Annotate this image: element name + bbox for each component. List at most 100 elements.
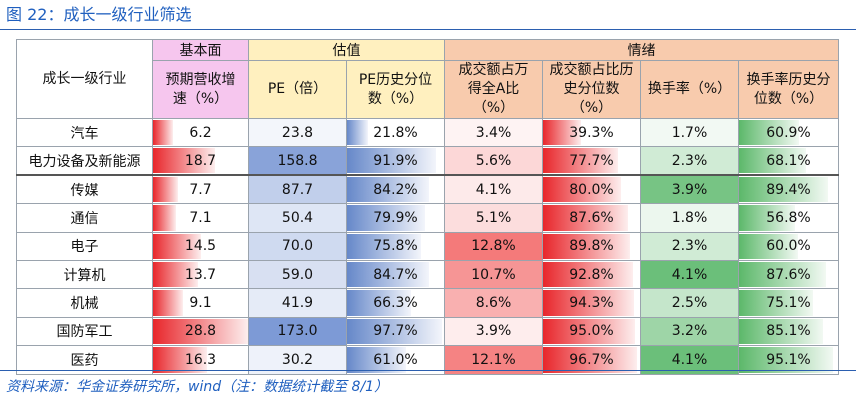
- volume-share-column-header: 成交额占万得全A比（%）: [444, 60, 543, 119]
- growth-value: 28.8: [184, 323, 217, 340]
- vol-share-cell: 8.6%: [444, 288, 543, 318]
- pe-percentile-column-header: PE历史分位数（%）: [346, 60, 445, 119]
- vol-share-cell: 5.1%: [444, 203, 543, 233]
- pe-value: 70.0: [281, 238, 314, 255]
- pe-pct-value: 84.2%: [373, 181, 418, 198]
- pe-cell: 173.0: [248, 316, 347, 347]
- table-row: 电力设备及新能源 18.7 158.8 91.9% 5.6% 77.7% 2.3% 68.1%: [16, 146, 839, 177]
- pe-pct-cell: 84.7%: [346, 259, 445, 290]
- vol-share-pct-value: 95.0%: [569, 323, 614, 340]
- vol-share-pct-value: 80.0%: [569, 181, 614, 198]
- table-row: 机械 9.1 41.9 66.3% 8.6% 94.3% 2.5% 75.1%: [16, 288, 839, 318]
- turnover-cell: 2.5%: [640, 288, 739, 318]
- table-row: 通信 7.1 50.4 79.9% 5.1% 87.6% 1.8% 56.8%: [16, 203, 839, 233]
- table-body: 汽车 6.2 23.8 21.8% 3.4% 39.3% 1.7% 60.9% 电力设备及新能源…: [16, 117, 839, 375]
- industry-name: 通信: [16, 203, 153, 233]
- vol-share-pct-value: 89.8%: [569, 238, 614, 255]
- industry-name: 汽车: [16, 117, 153, 148]
- pe-value: 50.4: [281, 209, 314, 226]
- vol-share-pct-data-bar: [543, 148, 619, 174]
- industry-name: 传媒: [16, 174, 153, 205]
- turnover-pct-cell: 87.6%: [738, 259, 839, 290]
- table-row: 医药 16.3 30.2 61.0% 12.1% 96.7% 4.1% 95.1%: [16, 345, 839, 375]
- turnover-pct-value: 89.4%: [766, 181, 811, 198]
- vol-share-pct-value: 94.3%: [569, 295, 614, 312]
- growth-cell: 7.7: [152, 174, 249, 205]
- pe-cell: 41.9: [248, 288, 347, 318]
- pe-pct-data-bar: [347, 120, 369, 146]
- vol-share-value: 10.7%: [471, 266, 516, 283]
- growth-value: 7.7: [189, 181, 212, 198]
- turnover-value: 2.3%: [671, 152, 708, 169]
- growth-data-bar: [153, 318, 248, 345]
- growth-value: 7.1: [189, 209, 212, 226]
- pe-cell: 30.2: [248, 345, 347, 375]
- growth-data-bar: [153, 205, 177, 231]
- industry-column-header: 成长一级行业: [16, 39, 153, 119]
- pe-value: 158.8: [277, 152, 318, 169]
- vol-share-pct-cell: 77.7%: [542, 146, 641, 177]
- growth-column-header: 预期营收增速（%）: [152, 60, 249, 119]
- volume-share-column-label: 成交额占万得全A比（%）: [458, 62, 529, 116]
- turnover-pct-cell: 89.4%: [738, 174, 839, 205]
- turnover-cell: 1.7%: [640, 117, 739, 148]
- vol-share-cell: 12.8%: [444, 231, 543, 261]
- pe-pct-cell: 84.2%: [346, 174, 445, 205]
- industry-name: 机械: [16, 288, 153, 318]
- vol-share-pct-data-bar: [543, 205, 628, 231]
- vol-share-cell: 5.6%: [444, 146, 543, 177]
- table-row: 计算机 13.7 59.0 84.7% 10.7% 92.8% 4.1% 87.6%: [16, 259, 839, 290]
- table-row: 国防军工 28.8 173.0 97.7% 3.9% 95.0% 3.2% 85.1%: [16, 316, 839, 347]
- pe-percentile-column-label: PE历史分位数（%）: [358, 71, 433, 107]
- growth-value: 14.5: [184, 238, 217, 255]
- pe-pct-data-bar: [347, 177, 429, 203]
- vol-share-pct-cell: 39.3%: [542, 117, 641, 148]
- pe-pct-value: 79.9%: [373, 209, 418, 226]
- vol-share-pct-cell: 80.0%: [542, 174, 641, 205]
- vol-share-value: 5.1%: [475, 209, 512, 226]
- pe-pct-data-bar: [347, 233, 421, 259]
- pe-pct-value: 91.9%: [373, 152, 418, 169]
- turnover-pct-value: 56.8%: [766, 209, 811, 226]
- turnover-pct-cell: 85.1%: [738, 316, 839, 347]
- turnover-pct-data-bar: [739, 120, 800, 146]
- pe-pct-cell: 79.9%: [346, 203, 445, 233]
- turnover-percentile-column-header: 换手率历史分位数（%）: [738, 60, 839, 119]
- growth-cell: 13.7: [152, 259, 249, 290]
- valuation-group-header: 估值: [248, 39, 445, 61]
- vol-share-cell: 3.4%: [444, 117, 543, 148]
- turnover-pct-data-bar: [739, 177, 828, 203]
- group-header-row: 成长一级行业 基本面 估值 情绪: [16, 39, 839, 119]
- pe-cell: 70.0: [248, 231, 347, 261]
- growth-value: 9.1: [189, 295, 212, 312]
- turnover-cell: 4.1%: [640, 259, 739, 290]
- vol-share-pct-data-bar: [543, 347, 637, 373]
- turnover-pct-cell: 60.0%: [738, 231, 839, 261]
- industry-name: 电子: [16, 231, 153, 261]
- caption-divider: [0, 29, 856, 30]
- turnover-value: 1.7%: [671, 124, 708, 141]
- vol-share-pct-cell: 92.8%: [542, 259, 641, 290]
- vol-share-cell: 3.9%: [444, 316, 543, 347]
- vol-share-pct-cell: 94.3%: [542, 288, 641, 318]
- pe-pct-cell: 61.0%: [346, 345, 445, 375]
- pe-pct-value: 61.0%: [373, 351, 418, 368]
- pe-pct-data-bar: [347, 347, 407, 373]
- pe-cell: 23.8: [248, 117, 347, 148]
- pe-value: 30.2: [281, 351, 314, 368]
- growth-value: 13.7: [184, 266, 217, 283]
- turnover-cell: 4.1%: [640, 345, 739, 375]
- industry-screening-table: 成长一级行业 基本面 估值 情绪 预期营收增速（%） PE（倍） PE历史分位数…: [16, 39, 839, 375]
- turnover-pct-cell: 68.1%: [738, 146, 839, 177]
- table-row: 汽车 6.2 23.8 21.8% 3.4% 39.3% 1.7% 60.9%: [16, 117, 839, 148]
- pe-value: 23.8: [281, 124, 314, 141]
- industry-name: 电力设备及新能源: [16, 146, 153, 177]
- sentiment-group-header: 情绪: [444, 39, 839, 61]
- growth-data-bar: [153, 148, 215, 174]
- turnover-value: 2.3%: [671, 238, 708, 255]
- column-header-row: 预期营收增速（%） PE（倍） PE历史分位数（%） 成交额占万得全A比（%） …: [17, 60, 839, 119]
- turnover-column-header: 换手率（%）: [640, 60, 739, 119]
- vol-share-pct-data-bar: [543, 120, 582, 146]
- pe-cell: 158.8: [248, 146, 347, 177]
- turnover-pct-data-bar: [739, 290, 814, 316]
